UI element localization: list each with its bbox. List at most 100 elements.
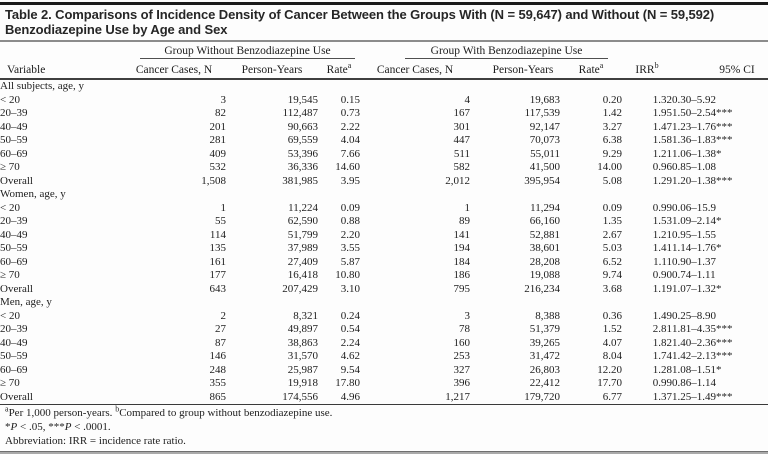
cell: 3.55 [340,242,360,254]
cell: 1,508 [201,174,226,187]
cell: 167 [453,107,471,119]
col-variable: Variable [0,59,112,80]
row-label: 20–39 [0,107,28,119]
cell: 8,321 [293,309,318,322]
cell: 865 [209,390,227,403]
table-row: ≥ 70 355 19,918 17.80 396 22,412 17.70 0.99 0.86… [0,377,768,391]
col-rate-with: Ratea [560,59,622,80]
cell: 10.80 [335,269,360,281]
row-label: ≥ 70 [0,269,20,281]
group-without-header: Group Without Benzodiazepine Use [112,42,360,59]
cell: 19,088 [529,269,560,281]
cell: 6.38 [602,134,622,146]
cell: 1.81–4.35*** [672,323,733,335]
cell: 69,559 [287,134,318,146]
cell: 112,487 [282,107,318,119]
cell: 0.88 [340,215,360,227]
row-label: Overall [0,174,33,187]
table-row: Overall 865 174,556 4.96 1,217 179,720 6.77 1.3… [0,391,768,405]
table-row: Overall 643 207,429 3.10 795 216,234 3.68 1.19 1… [0,283,768,297]
cell: 2,012 [445,174,470,187]
cell: 117,539 [524,107,560,119]
cell: 53,396 [287,147,318,160]
cell: 253 [453,350,471,362]
cell: 795 [453,282,471,295]
col-person-years-with: Person-Years [470,59,560,80]
row-label: Overall [0,282,33,295]
row-label: Overall [0,390,33,403]
table-title: Table 2. Comparisons of Incidence Densit… [0,5,768,40]
cell: 1.08–1.51* [672,363,722,376]
cell: 5.03 [602,242,622,254]
row-label: ≥ 70 [0,377,20,389]
cell: 216,234 [524,282,560,295]
cell: 1.53 [652,215,672,227]
cell: 0.90 [652,269,672,281]
table-title-line2: Benzodiazepine Use by Age and Sex [5,22,228,37]
cell: 1.14–1.76* [672,242,722,254]
cell: 161 [209,255,227,268]
cell: 0.74–1.11 [672,269,716,281]
cell: 31,570 [287,350,318,362]
section-label: Men, age, y [0,296,52,308]
superscript-a: a [5,404,9,414]
group-with-label: Group With Benzodiazepine Use [405,45,608,59]
cell: 11,224 [288,201,318,214]
table-row: 60–69 161 27,409 5.87 184 28,208 6.52 1.11 0.90–… [0,256,768,270]
cell: 207,429 [282,282,318,295]
cell: 327 [453,363,471,376]
cell: 0.30–5.92 [672,93,716,106]
row-label: 50–59 [0,350,28,362]
cell: 2 [220,309,227,322]
superscript-b: b [115,404,120,414]
cell: 1.47 [652,120,672,133]
cell: 49,897 [287,323,318,335]
col-cancer-cases-without: Cancer Cases, N [112,59,226,80]
cell: 17.70 [597,377,622,389]
cell: 0.86–1.14 [672,377,716,389]
column-header-row: Variable Cancer Cases, N Person-Years Ra… [0,59,768,80]
cell: 3.68 [602,282,622,295]
cell: 1.37 [652,390,672,403]
cell: 62,590 [287,215,318,227]
cell: 1.28 [652,363,672,376]
table-row: Overall 1,508 381,985 3.95 2,012 395,954 5.08 1… [0,175,768,189]
cell: 1.23–1.76*** [672,120,733,133]
cell: 184 [453,255,471,268]
cell: 532 [209,161,227,173]
cell: 0.09 [340,201,360,214]
group-header-row: Group Without Benzodiazepine Use Group W… [0,42,768,59]
table-row: 40–49 87 38,863 2.24 160 39,265 4.07 1.82 1.40–2… [0,337,768,351]
cell: 1.35 [602,215,622,227]
cell: 1.09–2.14* [672,215,722,227]
row-label: 40–49 [0,336,28,349]
cell: 5.08 [602,174,622,187]
cell: 194 [453,242,471,254]
superscript-b: b [654,61,659,71]
cell: 177 [209,269,227,281]
cell: 1.32 [652,93,672,106]
section-row: Men, age, y [0,296,768,310]
cell: 0.90–1.37 [672,255,716,268]
table-row: 40–49 114 51,799 2.20 141 52,881 2.67 1.21 0.95–… [0,229,768,243]
cell: 174,556 [282,390,318,403]
cell: 5.87 [340,255,360,268]
cell: 409 [209,147,227,160]
cell: 31,472 [529,350,560,362]
cell: 1.58 [652,134,672,146]
table-row: 20–39 55 62,590 0.88 89 66,160 1.35 1.53 1.09–2.… [0,215,768,229]
cell: 0.24 [340,309,360,322]
row-label: 40–49 [0,120,28,133]
cell: 2.24 [340,336,360,349]
cell: 66,160 [529,215,560,227]
table-row: 50–59 146 31,570 4.62 253 31,472 8.04 1.74 1.42–… [0,350,768,364]
cell: 41,500 [529,161,560,173]
cell: 447 [453,134,471,146]
table-body: All subjects, age, y < 20 3 19,545 0.15 4 19,6… [0,79,768,404]
cell: 17.80 [335,377,360,389]
cell: 90,663 [287,120,318,133]
table-row: ≥ 70 177 16,418 10.80 186 19,088 9.74 0.90 0.74–… [0,269,768,283]
cell: 248 [209,363,227,376]
section-label: All subjects, age, y [0,80,85,92]
incidence-table: Group Without Benzodiazepine Use Group W… [0,42,768,404]
